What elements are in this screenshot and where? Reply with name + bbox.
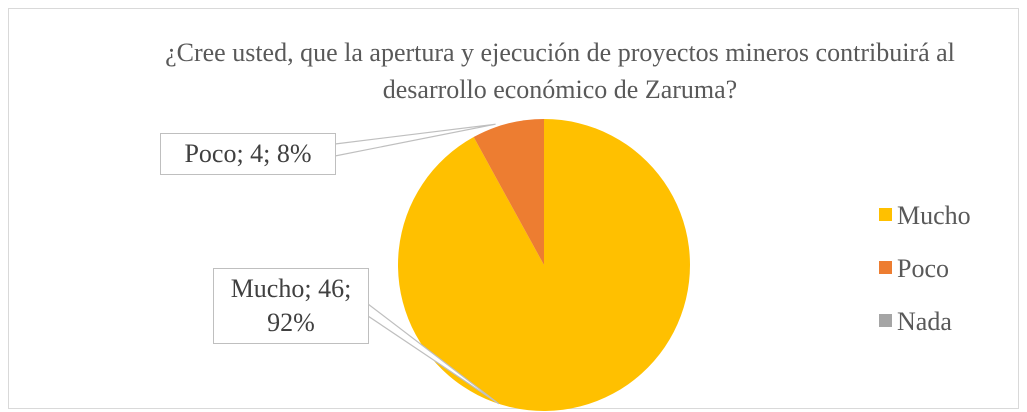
legend-label: Mucho bbox=[897, 201, 971, 230]
data-label: Mucho; 46; 92% bbox=[213, 268, 369, 344]
chart-title: ¿Cree usted, que la apertura y ejecución… bbox=[165, 38, 955, 104]
pie-slice bbox=[397, 119, 690, 412]
pie-slice bbox=[473, 119, 544, 265]
legend-swatch bbox=[879, 314, 892, 327]
legend-swatch bbox=[879, 261, 892, 274]
legend-label: Nada bbox=[897, 307, 952, 336]
legend-label: Poco bbox=[897, 254, 949, 283]
legend-swatch bbox=[879, 208, 892, 221]
data-label: Poco; 4; 8% bbox=[160, 133, 336, 175]
